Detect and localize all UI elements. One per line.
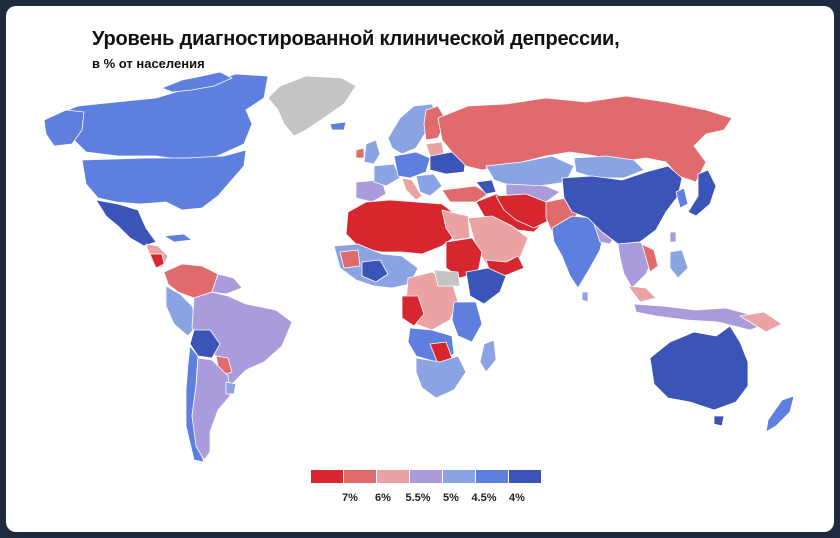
legend-tick-4: 4%: [509, 492, 525, 504]
region-turkey: [441, 185, 489, 203]
region-southern-africa: [415, 355, 467, 399]
region-greenland: [267, 75, 357, 137]
region-france: [373, 163, 401, 187]
legend-swatch-3: [377, 470, 409, 483]
region-malaysia: [627, 285, 657, 303]
region-philippines: [669, 249, 689, 279]
region-congo: [401, 295, 425, 327]
region-east-africa: [451, 301, 483, 343]
region-japan: [687, 169, 717, 217]
region-west-africa-a: [361, 259, 389, 283]
region-balkans: [415, 173, 443, 197]
map-title: Уровень диагностированной клинической де…: [92, 28, 620, 50]
region-egypt: [441, 209, 471, 241]
region-uruguay: [225, 381, 237, 395]
region-new-zealand: [765, 395, 795, 433]
region-guianas: [211, 273, 243, 295]
legend-tick-5-5: 5.5%: [405, 492, 431, 504]
region-iceland: [329, 121, 347, 131]
region-canadian-arctic: [161, 71, 233, 93]
legend-swatch-2: [344, 470, 376, 483]
legend-tick-5: 5%: [443, 492, 459, 504]
region-usa: [81, 149, 247, 211]
legend-swatch-1: [311, 470, 343, 483]
region-alaska: [43, 109, 85, 147]
region-vietnam: [641, 243, 659, 273]
legend-swatch-4: [410, 470, 442, 483]
legend: 7% 6% 5.5% 5% 4.5% 4%: [311, 470, 551, 510]
legend-ticks: 7% 6% 5.5% 5% 4.5% 4%: [311, 492, 551, 508]
region-china: [561, 165, 683, 245]
region-horn-nodata: [433, 269, 461, 287]
region-taiwan: [669, 231, 677, 243]
region-mexico: [95, 199, 157, 247]
region-central-europe: [393, 151, 431, 179]
region-argentina: [191, 357, 231, 461]
legend-swatch-6: [476, 470, 508, 483]
region-ireland: [355, 147, 365, 159]
legend-swatch-7: [509, 470, 541, 483]
legend-swatches: [311, 470, 542, 483]
legend-tick-7: 7%: [342, 492, 358, 504]
region-ethiopia-somalia: [465, 267, 507, 305]
legend-tick-6: 6%: [375, 492, 391, 504]
legend-tick-4-5: 4.5%: [471, 492, 497, 504]
region-bolivia: [189, 329, 221, 359]
region-papua: [739, 311, 783, 333]
world-map: [43, 71, 795, 463]
region-cuba: [163, 233, 193, 243]
region-mongolia: [573, 155, 645, 179]
region-korea: [675, 187, 689, 209]
region-iran: [495, 193, 551, 229]
region-australia: [649, 325, 749, 411]
region-west-africa-b: [339, 249, 361, 269]
region-tasmania: [713, 415, 725, 427]
region-uk: [363, 139, 381, 165]
region-canada: [45, 73, 269, 163]
region-caucasus: [475, 179, 497, 195]
region-madagascar: [479, 339, 497, 373]
region-italy: [401, 177, 423, 201]
region-honduras: [149, 253, 165, 269]
map-card: Уровень диагностированной клинической де…: [6, 6, 834, 532]
legend-swatch-5: [443, 470, 475, 483]
map-subtitle: в % от населения: [92, 56, 205, 71]
region-sri-lanka: [581, 291, 589, 303]
